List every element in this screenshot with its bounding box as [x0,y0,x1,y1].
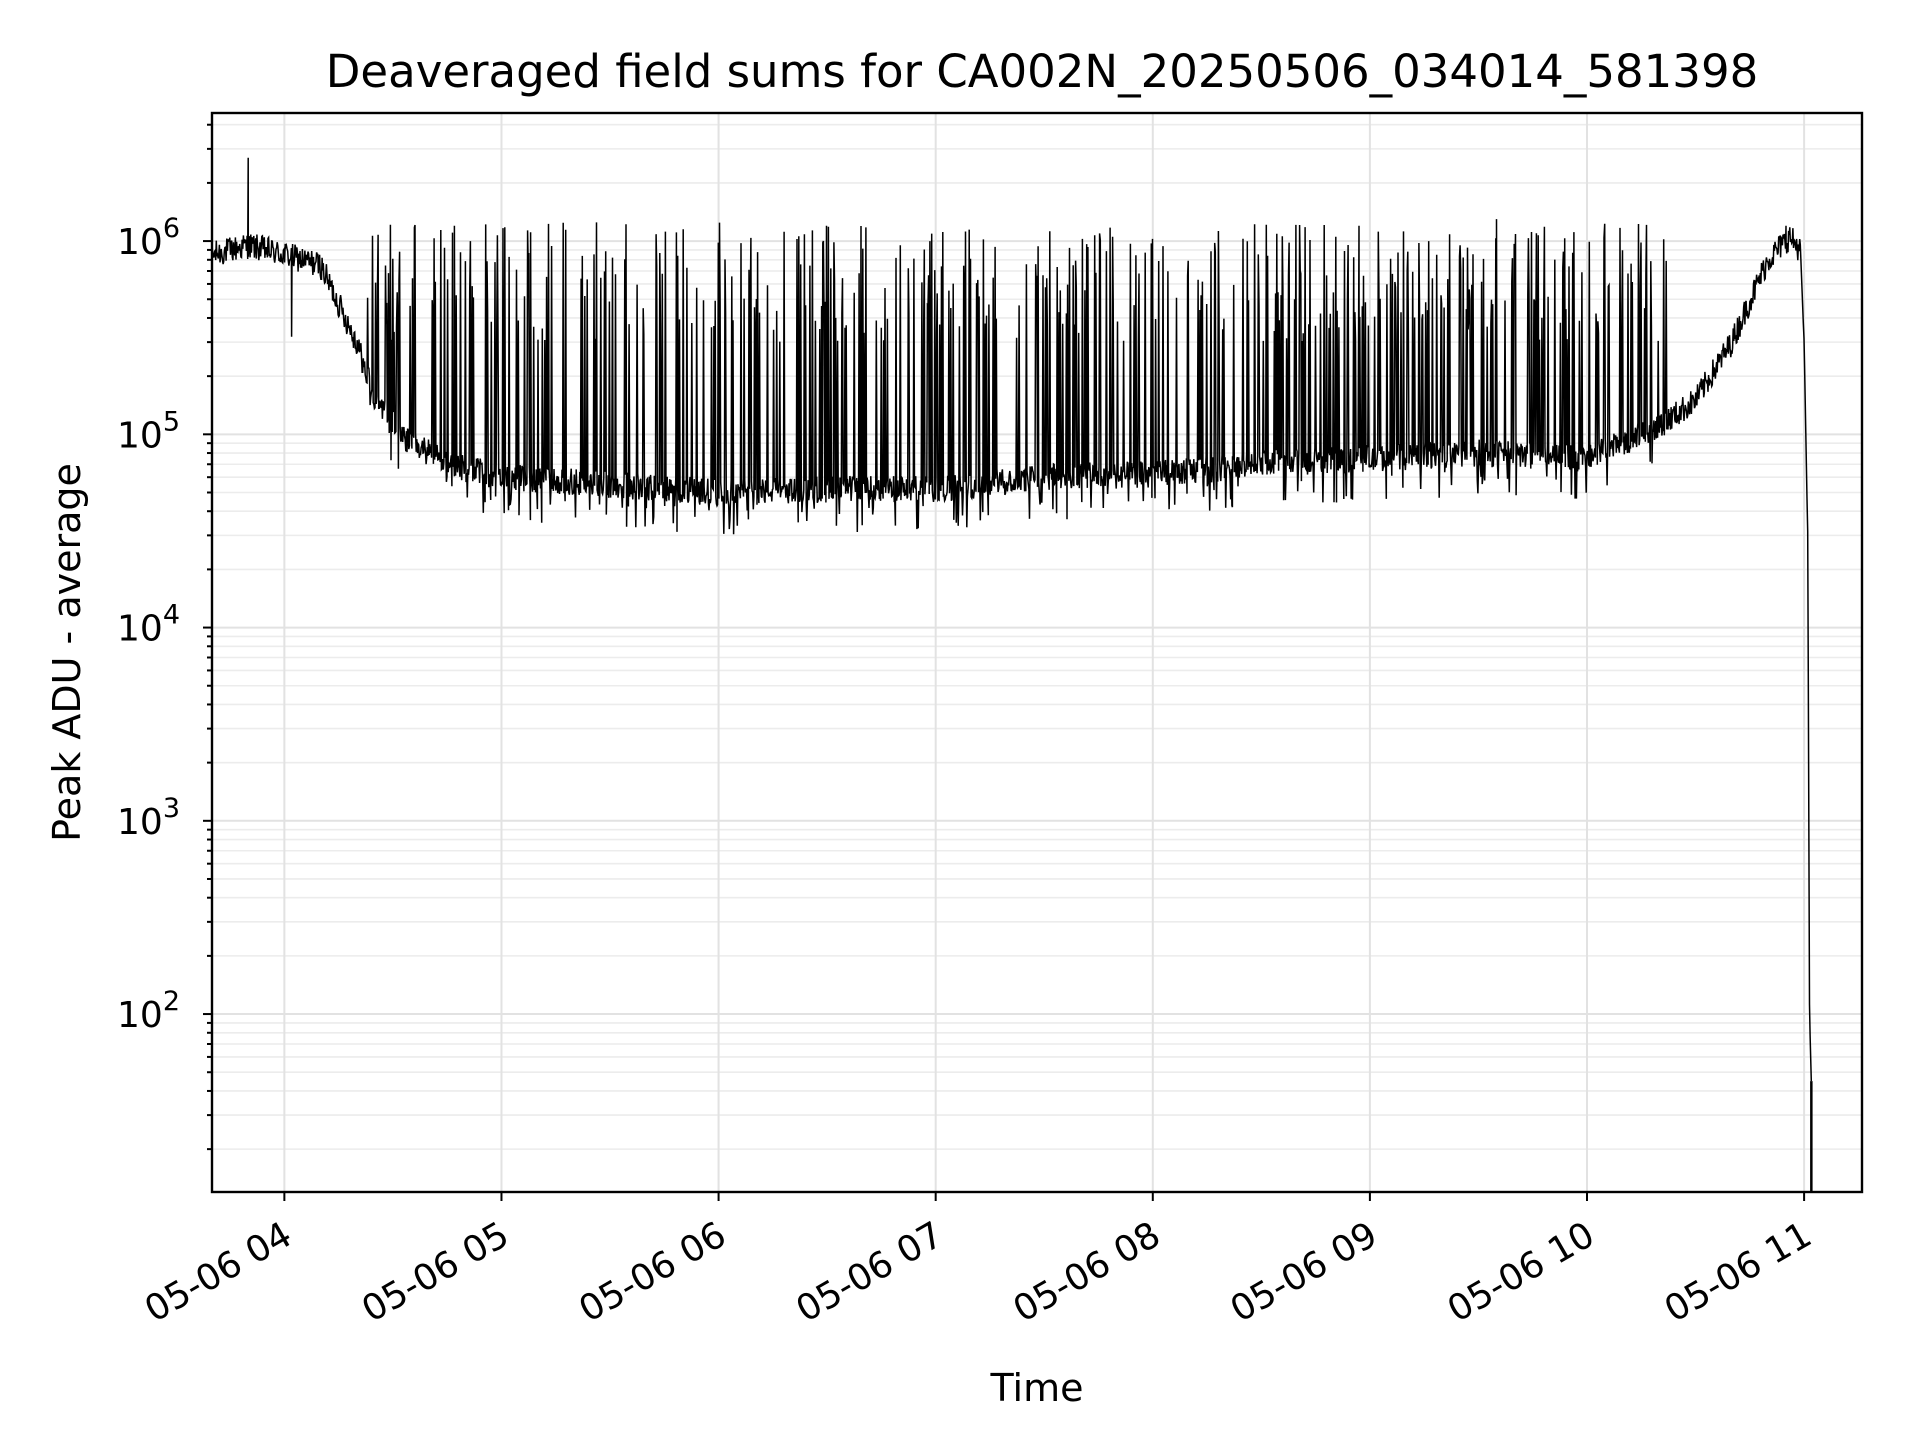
chart-title: Deaveraged field sums for CA002N_2025050… [326,45,1758,98]
y-tick-label-base: 10 [117,609,163,650]
y-tick-label-exponent: 4 [163,600,180,631]
y-tick-label: 104 [117,600,180,650]
y-tick-label-base: 10 [117,802,163,843]
y-tick-label-exponent: 6 [163,213,180,244]
plot-frame [210,111,1864,1194]
y-tick-label: 105 [117,406,180,456]
series-line [211,157,1813,1082]
y-tick-label-base: 10 [117,995,163,1036]
y-tick-label: 106 [117,213,180,263]
y-tick-label-base: 10 [117,222,163,263]
y-tick-label-exponent: 2 [163,986,180,1017]
y-tick-label: 103 [117,793,180,843]
y-axis-title: Peak ADU - average [45,463,89,842]
x-axis-title: Time [990,1366,1084,1410]
y-tick-label-exponent: 5 [163,406,180,437]
y-tick-label-exponent: 3 [163,793,180,824]
y-tick-label-base: 10 [117,415,163,456]
series-group [211,157,1813,1192]
y-tick-label: 102 [117,986,180,1036]
